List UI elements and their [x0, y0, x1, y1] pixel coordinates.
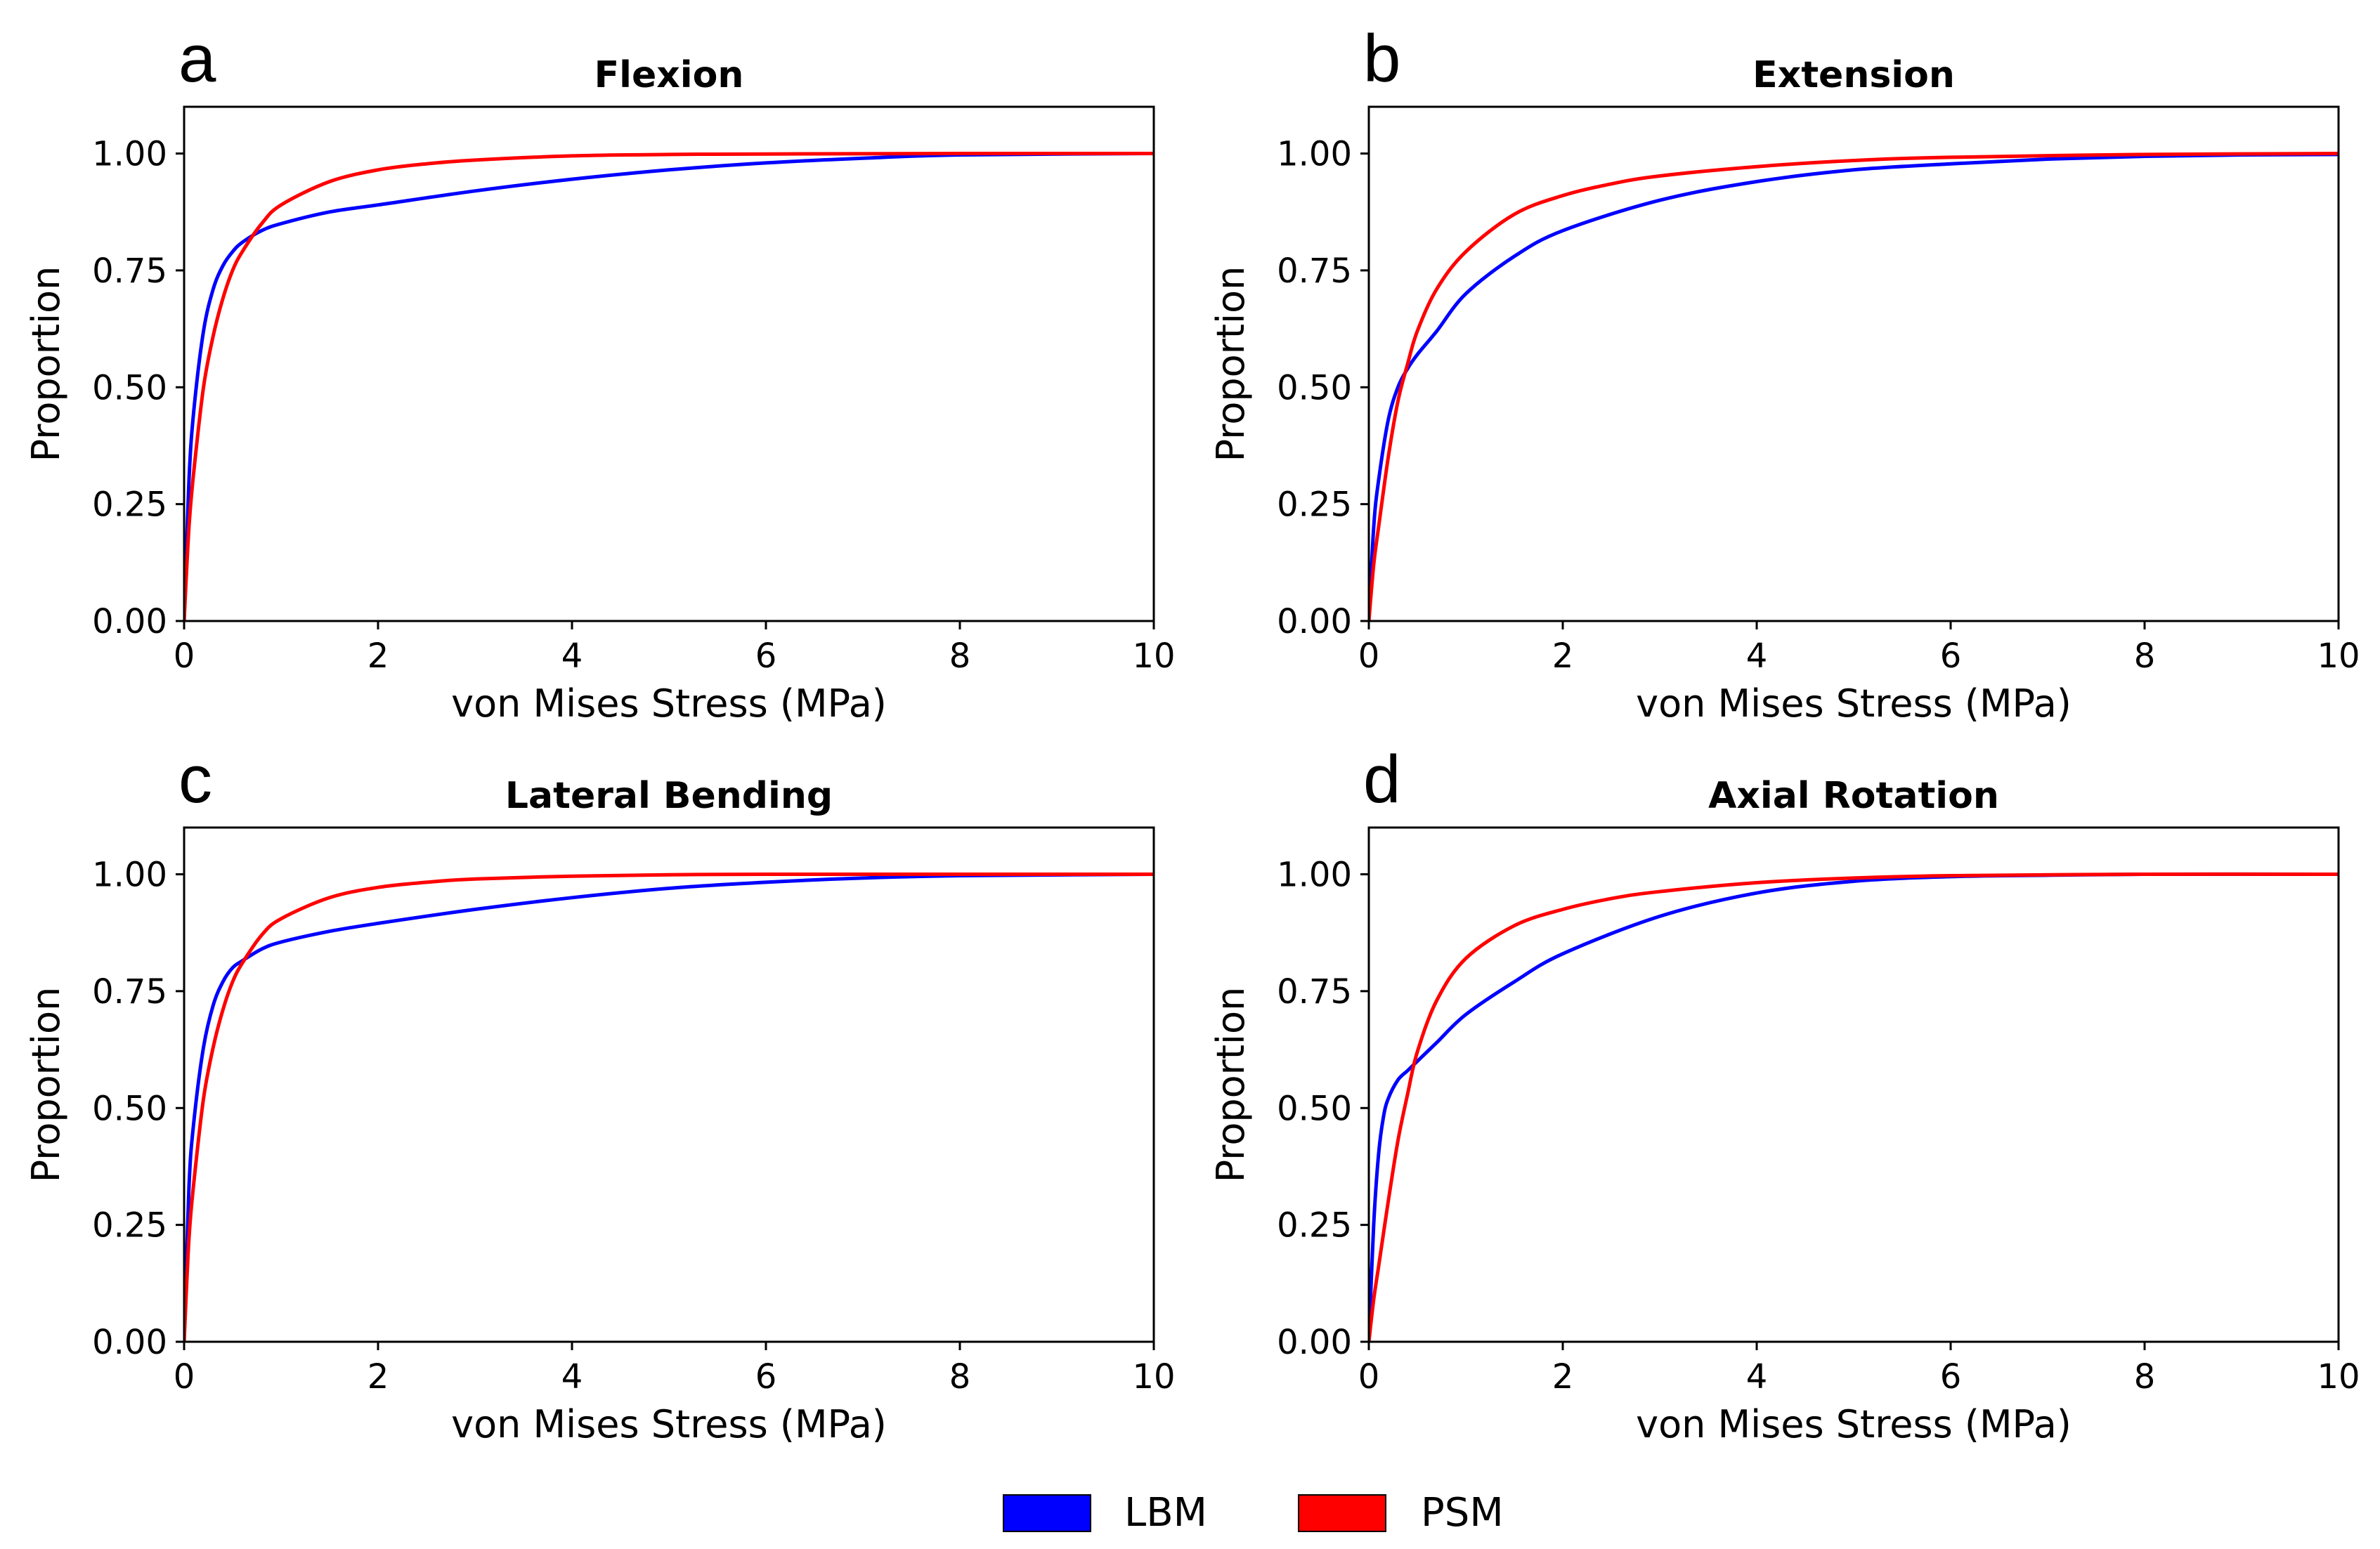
chart-panel-c: c Lateral Bending 0 2 4 6 8 10 0.00 0.25 0.50 0.75 1… — [24, 742, 1176, 1446]
y-tick-label: 0.50 — [92, 368, 167, 407]
panel-title: Lateral Bending — [505, 775, 833, 817]
plot-frame — [1367, 105, 2340, 622]
y-tick-label: 0.50 — [1277, 368, 1352, 407]
x-tick-label: 0 — [174, 1357, 195, 1397]
x-axis-label: von Mises Stress (MPa) — [1636, 681, 2072, 726]
legend: LBM PSM — [1003, 1490, 1504, 1536]
x-tick-label: 0 — [174, 636, 195, 676]
x-axis-label: von Mises Stress (MPa) — [1636, 1402, 2072, 1446]
y-tick-label: 0.75 — [1277, 251, 1352, 291]
legend-swatch-lbm — [1003, 1494, 1091, 1532]
y-tick-label: 0.25 — [1277, 1206, 1352, 1246]
series-lines — [184, 151, 1154, 621]
x-tick-label: 10 — [1132, 636, 1175, 676]
x-tick-label: 6 — [755, 636, 777, 676]
x-tick-label: 6 — [1940, 636, 1962, 676]
x-tick-label: 2 — [1552, 1357, 1574, 1397]
y-tick-label: 0.75 — [92, 972, 167, 1012]
y-tick-label: 0.00 — [92, 602, 167, 641]
series-lines — [1369, 872, 2339, 1342]
y-tick-label: 1.00 — [92, 856, 167, 895]
chart-panel-b: b Extension 0 2 4 6 8 10 0.00 0.25 0.50 0.75 1.00 von… — [1209, 21, 2360, 726]
y-axis-label: Proportion — [24, 266, 68, 462]
x-tick-label: 6 — [1940, 1357, 1962, 1397]
x-axis-label: von Mises Stress (MPa) — [451, 1402, 887, 1446]
legend-label-lbm: LBM — [1124, 1490, 1207, 1536]
y-axis-label: Proportion — [1209, 266, 1253, 462]
series-line-lbm — [1369, 152, 2339, 621]
series-line-lbm — [1369, 872, 2339, 1342]
y-tick-label: 0.00 — [92, 1323, 167, 1362]
y-tick-label: 1.00 — [1277, 856, 1352, 895]
x-tick-label: 2 — [1552, 636, 1574, 676]
x-axis-label: von Mises Stress (MPa) — [451, 681, 887, 726]
panel-title: Extension — [1753, 54, 1955, 96]
x-tick-label: 6 — [755, 1357, 777, 1397]
y-tick-label: 0.75 — [92, 251, 167, 291]
x-tick-label: 2 — [368, 636, 389, 676]
x-tick-label: 4 — [561, 1357, 583, 1397]
panel-letter: b — [1363, 21, 1400, 96]
chart-panel-d: d Axial Rotation 0 2 4 6 8 10 0.00 0.25 0.50 0.75 1.… — [1209, 742, 2360, 1446]
y-tick-label: 0.25 — [1277, 485, 1352, 525]
plot-frame — [183, 105, 1155, 622]
y-tick-label: 0.50 — [92, 1089, 167, 1128]
x-tick-label: 0 — [1358, 1357, 1380, 1397]
x-tick-label: 4 — [561, 636, 583, 676]
series-line-lbm — [184, 152, 1154, 621]
y-tick-label: 0.25 — [92, 485, 167, 525]
y-tick-label: 1.00 — [92, 135, 167, 174]
series-line-psm — [1369, 872, 2339, 1342]
x-tick-label: 8 — [949, 636, 971, 676]
y-tick-label: 1.00 — [1277, 135, 1352, 174]
x-tick-label: 8 — [949, 1357, 971, 1397]
series-line-psm — [184, 151, 1154, 621]
x-tick-label: 10 — [2317, 1357, 2360, 1397]
series-lines — [184, 872, 1154, 1342]
y-axis-label: Proportion — [1209, 987, 1253, 1183]
series-lines — [1369, 152, 2339, 621]
series-line-lbm — [184, 872, 1154, 1342]
plot-frame — [183, 826, 1155, 1343]
panel-letter: a — [178, 21, 216, 96]
series-line-psm — [184, 872, 1154, 1342]
y-tick-label: 0.25 — [92, 1206, 167, 1246]
y-tick-label: 0.00 — [1277, 1323, 1352, 1362]
panel-letter: c — [178, 742, 212, 817]
x-tick-label: 8 — [2134, 1357, 2156, 1397]
y-tick-label: 0.00 — [1277, 602, 1352, 641]
x-tick-label: 0 — [1358, 636, 1380, 676]
y-axis-label: Proportion — [24, 987, 68, 1183]
x-tick-label: 8 — [2134, 636, 2156, 676]
x-tick-label: 4 — [1746, 636, 1768, 676]
series-line-psm — [1369, 152, 2339, 621]
x-tick-label: 10 — [2317, 636, 2360, 676]
x-tick-label: 4 — [1746, 1357, 1768, 1397]
panel-letter: d — [1363, 742, 1400, 817]
chart-panel-a: a Flexion 0 2 4 6 8 10 0.00 0.25 0.50 0.75 1.00 von M… — [24, 21, 1176, 726]
plot-frame — [1367, 826, 2340, 1343]
panel-title: Flexion — [594, 54, 744, 96]
panel-title: Axial Rotation — [1708, 775, 1999, 817]
legend-label-psm: PSM — [1421, 1490, 1504, 1536]
y-tick-label: 0.75 — [1277, 972, 1352, 1012]
legend-swatch-psm — [1298, 1494, 1386, 1532]
y-tick-label: 0.50 — [1277, 1089, 1352, 1128]
x-tick-label: 2 — [368, 1357, 389, 1397]
chart-panels: a Flexion 0 2 4 6 8 10 0.00 0.25 0.50 0.75 1.00 von M… — [24, 21, 2360, 1446]
x-tick-label: 10 — [1132, 1357, 1175, 1397]
